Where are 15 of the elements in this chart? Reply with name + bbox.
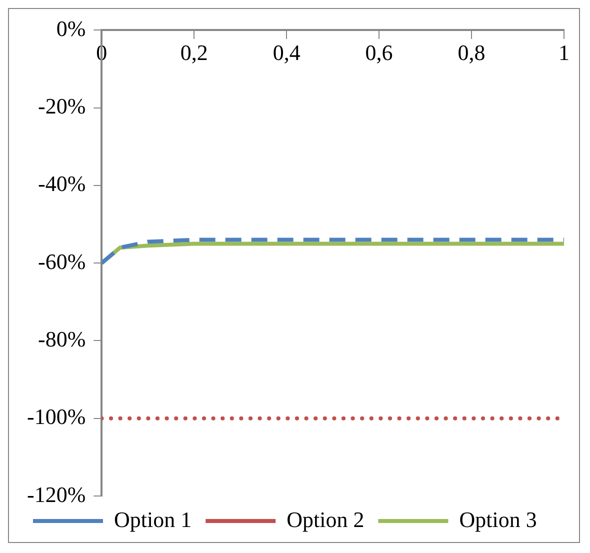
legend-label: Option 1 <box>114 506 192 532</box>
y-tick-label: -120% <box>26 482 86 507</box>
y-tick-label: -40% <box>38 171 86 196</box>
legend-label: Option 3 <box>459 506 537 532</box>
y-tick-label: -20% <box>38 94 86 119</box>
x-tick-label: 0,8 <box>458 40 486 66</box>
x-tick-label: 0,6 <box>365 40 393 66</box>
legend-label: Option 2 <box>286 506 364 532</box>
y-tick-label: 0% <box>56 16 86 41</box>
x-tick-label: 0,2 <box>180 40 208 66</box>
y-tick-label: -100% <box>26 404 86 430</box>
x-tick-label: 1 <box>558 40 570 66</box>
x-tick-label: 0,4 <box>272 40 300 66</box>
y-tick-label: -60% <box>38 248 86 274</box>
y-tick-label: -80% <box>38 326 86 352</box>
